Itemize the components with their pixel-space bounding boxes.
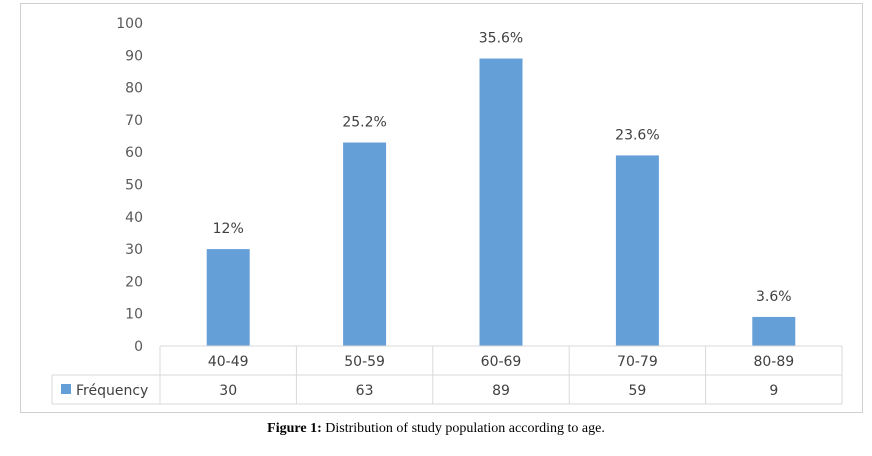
data-label: 12% [213,221,244,237]
bar [479,58,523,346]
data-label: 3.6% [756,289,792,305]
y-tick-label: 30 [125,242,143,258]
data-label: 23.6% [615,127,659,143]
y-tick-label: 60 [125,145,143,161]
y-tick-label: 40 [125,210,143,226]
y-tick-label: 80 [125,81,143,97]
table-value: 89 [492,383,510,399]
bar [343,142,387,346]
y-tick-label: 70 [125,113,143,129]
table-value: 30 [219,383,237,399]
legend-label: Fréquency [76,383,148,399]
data-label: 25.2% [342,115,386,131]
bar [615,155,659,346]
y-tick-label: 20 [125,274,143,290]
chart-frame [20,3,863,413]
x-tick-label: 50-59 [344,354,385,370]
y-tick-label: 100 [116,16,143,32]
figure-caption: Figure 1: Distribution of study populati… [0,421,872,437]
x-tick-label: 70-79 [617,354,658,370]
y-tick-label: 10 [125,307,143,323]
caption-label: Figure 1: [267,421,322,436]
table-value: 59 [628,383,646,399]
table-value: 9 [769,383,778,399]
caption-text: Distribution of study population accordi… [321,421,605,436]
x-tick-label: 40-49 [208,354,249,370]
bar-chart: 0 10 20 30 40 50 60 70 80 90 100 12% 25.2% 35.6% 23.6%… [51,16,843,405]
y-tick-label: 50 [125,178,143,194]
x-tick-label: 80-89 [753,354,794,370]
y-tick-label: 0 [134,339,143,355]
bar [206,249,250,346]
legend-key [61,384,71,394]
table-value: 63 [356,383,374,399]
x-tick-label: 60-69 [481,354,522,370]
bar [752,316,796,346]
y-tick-label: 90 [125,48,143,64]
data-label: 35.6% [479,31,523,47]
